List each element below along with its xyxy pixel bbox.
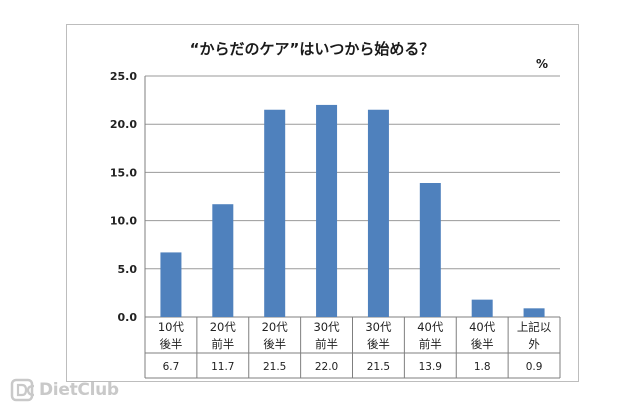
category-label: 前半 xyxy=(419,337,442,351)
dc-logo-icon xyxy=(10,378,35,402)
bar-chart: “からだのケア”はいつから始める？ % 0.0 5.0 10.0 15.0 20.0 25… xyxy=(110,40,561,379)
category-label: 前半 xyxy=(211,337,234,351)
category-label: 30代 xyxy=(365,320,392,334)
y-tick-label: 25.0 xyxy=(110,70,137,83)
bar xyxy=(264,109,286,318)
y-tick-label: 20.0 xyxy=(110,118,137,131)
category-label: 40代 xyxy=(417,320,444,334)
y-tick-label: 10.0 xyxy=(110,215,137,228)
unit-label: % xyxy=(536,57,548,71)
category-label: 40代 xyxy=(469,320,496,334)
data-value-label: 21.5 xyxy=(367,361,390,373)
bar xyxy=(160,252,182,317)
bar xyxy=(316,104,338,317)
data-value-label: 11.7 xyxy=(211,361,234,373)
category-label: 後半 xyxy=(367,337,390,351)
data-value-label: 21.5 xyxy=(263,361,286,373)
chart-title: “からだのケア”はいつから始める？ xyxy=(190,40,435,58)
category-label: 後半 xyxy=(471,337,494,351)
data-value-label: 22.0 xyxy=(315,361,338,373)
bar xyxy=(471,299,493,317)
data-value-label: 13.9 xyxy=(419,361,442,373)
bar xyxy=(523,308,545,317)
data-value-label: 0.9 xyxy=(526,361,543,373)
category-label: 20代 xyxy=(262,320,289,334)
data-value-label: 6.7 xyxy=(163,361,180,373)
category-label: 20代 xyxy=(210,320,237,334)
chart-frame: “からだのケア”はいつから始める？ % 0.0 5.0 10.0 15.0 20.0 25… xyxy=(66,24,579,382)
data-value-label: 1.8 xyxy=(474,361,491,373)
bar xyxy=(367,109,389,318)
category-label: 前半 xyxy=(315,337,338,351)
bar xyxy=(419,183,441,317)
category-label: 外 xyxy=(528,337,540,351)
category-label: 10代 xyxy=(158,320,185,334)
category-label: 上記以 xyxy=(517,320,552,334)
category-label: 後半 xyxy=(159,337,182,351)
category-label: 後半 xyxy=(263,337,286,351)
brand-text: DietClub xyxy=(39,380,119,400)
y-tick-label: 15.0 xyxy=(110,166,137,179)
y-tick-label: 5.0 xyxy=(118,263,138,276)
y-tick-label: 0.0 xyxy=(118,311,138,324)
category-label: 30代 xyxy=(313,320,340,334)
bar xyxy=(212,204,234,317)
dietclub-watermark: DietClub xyxy=(10,376,119,404)
